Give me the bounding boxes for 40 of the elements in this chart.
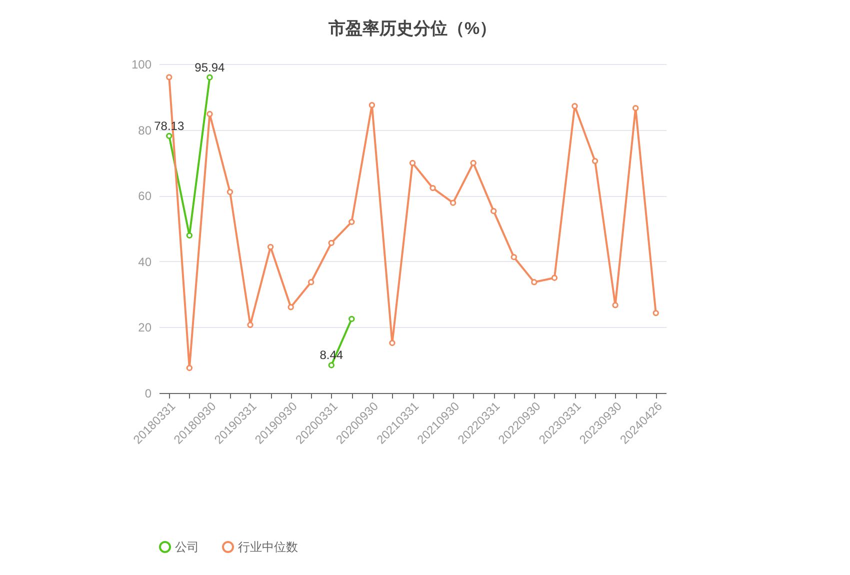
point	[531, 279, 538, 286]
point	[308, 279, 314, 286]
y-tick-label: 0	[144, 386, 152, 400]
point	[348, 316, 355, 322]
point	[328, 362, 334, 368]
point	[470, 160, 476, 166]
point	[348, 218, 355, 226]
point	[288, 304, 294, 310]
point	[247, 322, 254, 328]
point	[206, 74, 213, 80]
y-tick-label: 80	[138, 123, 152, 138]
point	[389, 340, 396, 346]
point	[206, 110, 213, 118]
point	[166, 74, 172, 80]
y-tick-label: 60	[138, 189, 152, 204]
point	[490, 208, 497, 214]
point	[267, 244, 274, 250]
point	[551, 274, 558, 281]
y-tick-label: 40	[138, 254, 152, 269]
point	[186, 232, 193, 238]
point	[632, 104, 639, 112]
point	[226, 188, 234, 196]
data-label: 95.94	[194, 60, 226, 74]
point	[592, 158, 598, 164]
legend-label: 行业中位数	[238, 540, 298, 554]
point	[430, 184, 436, 192]
point	[572, 103, 578, 110]
point	[368, 102, 376, 108]
y-tick-label: 100	[131, 58, 152, 72]
point	[510, 254, 517, 260]
point	[612, 302, 618, 308]
point	[409, 160, 416, 166]
point	[652, 310, 659, 316]
point	[166, 132, 172, 140]
y-tick-label: 20	[138, 320, 152, 335]
chart-title: 市盈率历史分位（%）	[327, 19, 497, 38]
point	[186, 364, 193, 372]
point	[328, 240, 334, 246]
point	[450, 200, 456, 206]
legend-label: 公司	[175, 540, 199, 554]
